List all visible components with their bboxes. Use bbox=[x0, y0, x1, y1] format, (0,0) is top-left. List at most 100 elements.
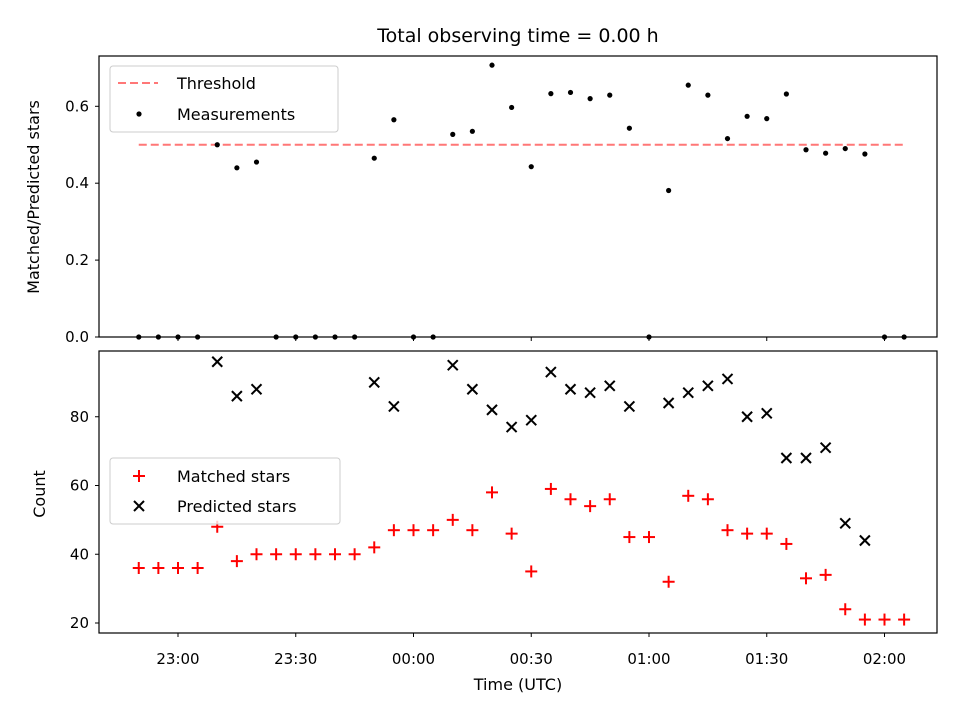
matched-star-point bbox=[800, 572, 812, 585]
top-legend-box bbox=[109, 65, 339, 133]
matched-star-point bbox=[152, 562, 165, 574]
bottom-y-tick-label: 20 bbox=[70, 614, 89, 632]
x-tick-label: 00:00 bbox=[392, 650, 435, 668]
matched-star-point bbox=[446, 513, 459, 526]
x-tick-label: 01:30 bbox=[745, 650, 788, 668]
matched-star-point bbox=[309, 548, 322, 561]
measurement-point bbox=[214, 142, 220, 148]
predicted-star-point bbox=[859, 534, 871, 547]
matched-star-point bbox=[466, 524, 479, 537]
matched-star-point bbox=[701, 493, 714, 506]
predicted-star-point bbox=[702, 380, 714, 392]
top-y-ticks: 0.0 0.2 0.4 0.6 bbox=[65, 97, 99, 346]
matched-star-point bbox=[407, 524, 420, 537]
top-legend: Threshold Measurements bbox=[109, 65, 339, 133]
measurement-point bbox=[803, 147, 809, 153]
matched-star-point bbox=[270, 548, 283, 561]
top-panel-frame bbox=[98, 55, 938, 338]
top-y-tick-label: 0.6 bbox=[65, 97, 89, 115]
matched-star-point bbox=[505, 527, 518, 540]
bottom-y-axis-label: Count bbox=[30, 470, 49, 518]
legend-measurements-label: Measurements bbox=[177, 105, 295, 124]
measurement-point bbox=[509, 104, 515, 111]
measurement-point bbox=[744, 113, 750, 119]
x-tick-label: 01:00 bbox=[627, 650, 670, 668]
predicted-star-point bbox=[741, 411, 753, 423]
chart-title: Total observing time = 0.00 h bbox=[376, 25, 658, 47]
bottom-y-ticks: 20 40 60 80 bbox=[70, 408, 99, 632]
matched-star-point bbox=[387, 524, 400, 537]
matched-star-point bbox=[603, 493, 616, 506]
bottom-y-tick-label: 60 bbox=[70, 477, 89, 495]
predicted-star-point bbox=[211, 356, 223, 368]
matched-star-point bbox=[368, 541, 381, 554]
matched-star-point bbox=[819, 568, 832, 581]
matched-star-point bbox=[172, 562, 184, 574]
matched-star-point bbox=[289, 548, 302, 561]
measurement-point bbox=[528, 164, 534, 170]
x-tick-label: 02:00 bbox=[863, 650, 906, 668]
measurement-point bbox=[234, 165, 240, 171]
matched-star-point bbox=[721, 524, 734, 537]
matched-star-point bbox=[780, 537, 793, 550]
predicted-star-point bbox=[604, 380, 616, 392]
top-panel: 0.0 0.2 0.4 0.6 Matched/Predicted stars Thr… bbox=[24, 55, 938, 346]
matched-star-point bbox=[839, 603, 852, 616]
measurement-point bbox=[626, 125, 632, 131]
x-tick-label: 23:00 bbox=[156, 650, 199, 668]
measurement-point bbox=[391, 117, 397, 123]
top-x-ticks bbox=[177, 337, 885, 341]
matched-star-point bbox=[564, 493, 577, 506]
predicted-star-point bbox=[800, 452, 812, 464]
matched-star-point bbox=[427, 524, 440, 537]
legend-measurements-swatch bbox=[136, 111, 142, 117]
measurement-point bbox=[489, 62, 495, 68]
predicted-star-point bbox=[466, 383, 479, 395]
bottom-panel: 20 40 60 80 23:00 23:30 00:00 00:30 01:00 01:30 0… bbox=[30, 350, 938, 694]
measurement-point bbox=[371, 155, 377, 161]
measurement-point bbox=[607, 92, 613, 98]
top-y-tick-label: 0.2 bbox=[65, 251, 89, 269]
measurement-point bbox=[587, 96, 593, 102]
predicted-star-point bbox=[447, 359, 459, 371]
legend-matched-label: Matched stars bbox=[177, 467, 290, 486]
predicted-star-point bbox=[819, 441, 832, 454]
predicted-star-point bbox=[761, 407, 773, 420]
matched-star-point bbox=[760, 527, 773, 540]
measurement-point bbox=[705, 92, 711, 98]
matched-star-point bbox=[741, 527, 754, 540]
matched-star-point bbox=[230, 555, 243, 568]
predicted-star-point bbox=[545, 366, 557, 378]
bottom-panel-frame bbox=[98, 350, 938, 634]
matched-star-point bbox=[329, 548, 341, 561]
measurement-point bbox=[567, 89, 574, 96]
predicted-star-point bbox=[231, 390, 243, 402]
predicted-star-point bbox=[721, 373, 734, 385]
measurement-point bbox=[548, 91, 554, 97]
predicted-star-point bbox=[623, 400, 636, 413]
matched-star-point bbox=[584, 500, 597, 513]
measurement-point bbox=[450, 131, 456, 137]
legend-predicted-label: Predicted stars bbox=[177, 497, 297, 516]
matched-star-point bbox=[623, 531, 636, 544]
bottom-y-tick-label: 40 bbox=[70, 545, 89, 563]
measurement-point bbox=[685, 82, 691, 88]
measurement-point bbox=[823, 150, 829, 156]
predicted-star-point bbox=[584, 386, 596, 399]
measurement-point bbox=[764, 116, 770, 122]
predicted-star-point bbox=[388, 400, 400, 413]
predicted-star-point bbox=[505, 421, 518, 433]
x-axis-label: Time (UTC) bbox=[473, 675, 562, 694]
measurement-point bbox=[862, 151, 868, 157]
predicted-star-point bbox=[839, 517, 851, 530]
matched-star-point bbox=[250, 548, 263, 561]
matched-star-point bbox=[191, 562, 204, 574]
predicted-star-point bbox=[525, 414, 537, 426]
measurement-point bbox=[666, 187, 672, 194]
matched-star-point bbox=[878, 613, 891, 626]
top-y-tick-label: 0.4 bbox=[65, 174, 89, 192]
predicted-star-point bbox=[486, 404, 498, 416]
predicted-star-point bbox=[250, 383, 263, 395]
matched-star-point bbox=[662, 575, 675, 588]
